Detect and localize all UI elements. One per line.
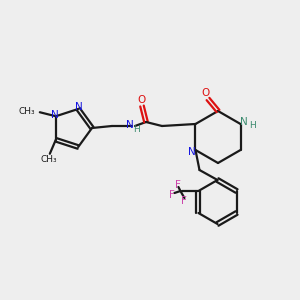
Text: CH₃: CH₃ xyxy=(18,107,35,116)
Text: N: N xyxy=(51,110,59,120)
Text: O: O xyxy=(137,95,145,105)
Text: CH₃: CH₃ xyxy=(40,155,57,164)
Text: F: F xyxy=(176,180,182,190)
Text: F: F xyxy=(182,196,188,206)
Text: H: H xyxy=(249,121,256,130)
Text: F: F xyxy=(169,190,175,200)
Text: N: N xyxy=(240,117,248,127)
Text: O: O xyxy=(202,88,210,98)
Text: N: N xyxy=(126,120,134,130)
Text: N: N xyxy=(188,147,195,157)
Text: H: H xyxy=(133,124,140,134)
Text: N: N xyxy=(75,102,83,112)
